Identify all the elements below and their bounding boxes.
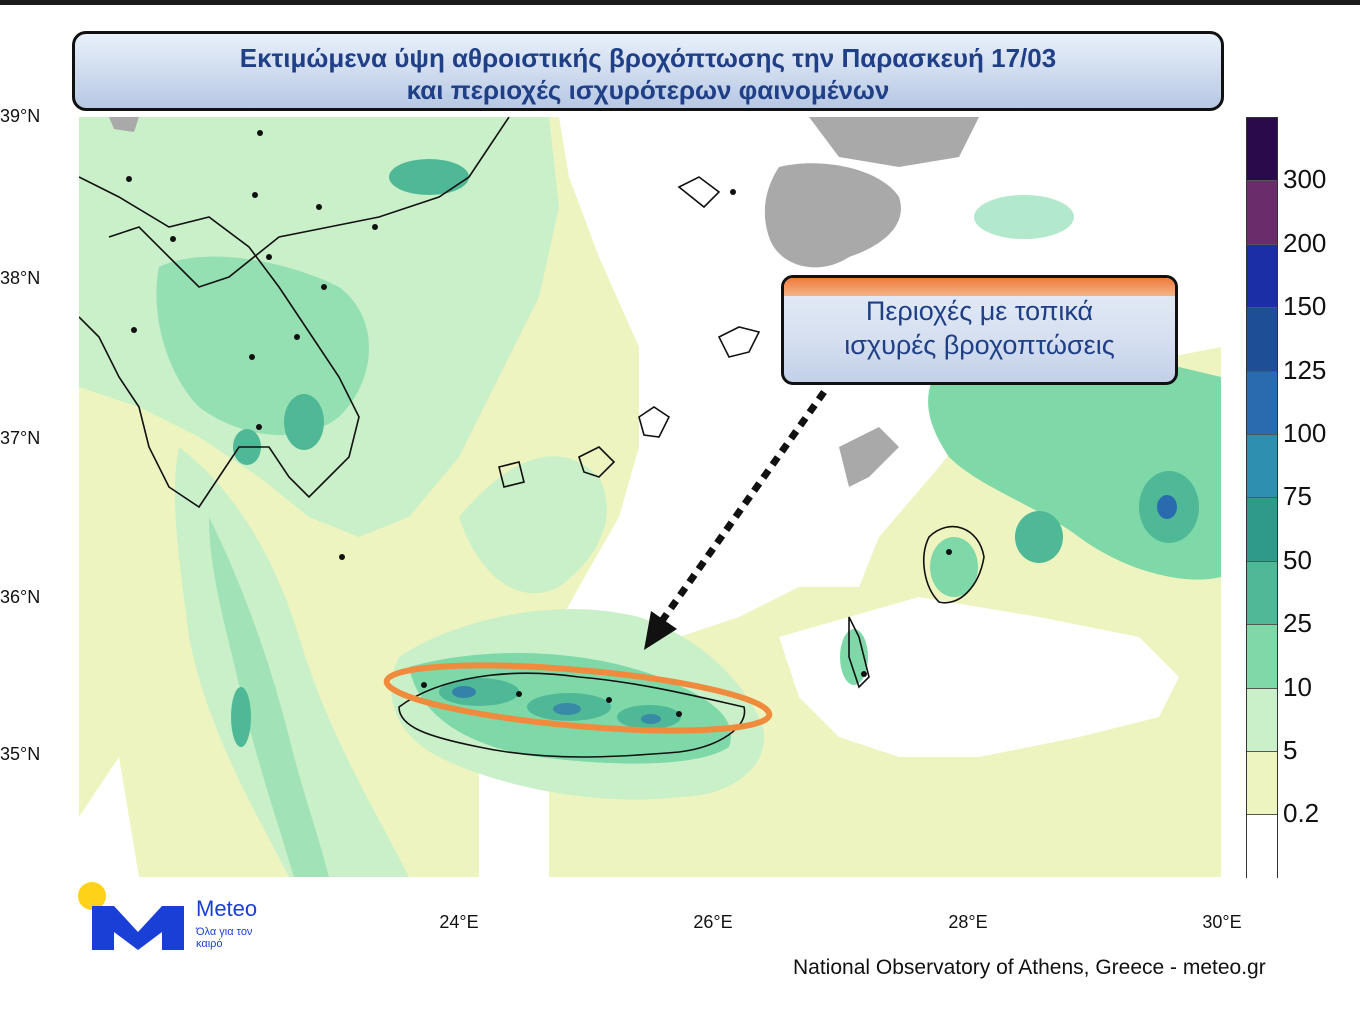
map-title-line1: Εκτιμώμενα ύψη αθροιστικής βροχόπτωσης τ… [239, 43, 1057, 73]
coastlines [79, 117, 985, 758]
legend-label: 50 [1283, 544, 1312, 575]
rain-area-peloponnese-core [156, 256, 369, 436]
coastline-crete [398, 672, 746, 758]
lat-label-36: 36°N [0, 587, 41, 607]
rain-area-cyclades [459, 456, 607, 594]
legend-label: 100 [1283, 418, 1327, 448]
grey-land-north [809, 117, 979, 167]
callout-arrow-head [644, 611, 677, 650]
top-border [0, 0, 1360, 5]
legend-swatch [1247, 688, 1277, 752]
rain-cell-rhodes-north [1015, 511, 1063, 563]
lat-label-37: 37°N [0, 428, 41, 448]
legend-label: 150 [1283, 291, 1327, 322]
map-title-line2: και περιοχές ισχυρότερων φαινομένων [406, 75, 890, 105]
rain-band-ionian [174, 447, 409, 877]
lat-label-38: 38°N [0, 268, 41, 288]
coastline-ios [578, 446, 616, 478]
dry-area-southeast [779, 597, 1179, 757]
coastline-chios [677, 176, 721, 209]
rain-core-crete-3 [641, 714, 661, 724]
callout-line1: Περιοχές με τοπικά [865, 296, 1094, 326]
logo-brand: Meteo [196, 896, 258, 921]
rain-cell-peloponnese [284, 394, 324, 450]
lat-label-39: 39°N [0, 106, 41, 126]
legend-swatch [1247, 751, 1277, 816]
lon-label-28: 28°E [948, 912, 988, 932]
callout-stripe [784, 278, 1175, 296]
rainfall-map [79, 117, 1221, 877]
coastline-rhodes [923, 525, 985, 604]
coastline-paros [638, 406, 671, 438]
lon-label-24: 24°E [439, 912, 479, 932]
legend-label: 5 [1283, 735, 1298, 765]
legend-label: 25 [1283, 608, 1312, 639]
legend-swatch [1247, 371, 1277, 435]
source-credit: National Observatory of Athens, Greece -… [793, 956, 1266, 979]
rain-core-crete-2 [553, 703, 581, 715]
rain-cell-crete-west [439, 678, 519, 706]
rain-area-aegean-ne [974, 195, 1074, 239]
legend-swatch [1247, 815, 1277, 879]
legend-swatch [1247, 625, 1277, 689]
color-legend [1246, 117, 1278, 879]
highlight-ellipse-crete [383, 662, 773, 734]
coastline-peloponnese [79, 176, 360, 509]
legend-swatch [1247, 181, 1277, 245]
meteo-logo: Meteo Όλα για τον καιρό [78, 882, 278, 952]
coastline-ikaria [717, 326, 761, 358]
rain-core-crete-1 [452, 686, 476, 698]
callout-box: Περιοχές με τοπικά ισχυρές βροχοπτώσεις [781, 275, 1178, 385]
lon-label-26: 26°E [693, 912, 733, 932]
meteo-m-icon [92, 906, 184, 950]
legend-swatch [1247, 118, 1277, 182]
grey-land-nw [109, 117, 139, 132]
coastline-milos [498, 461, 525, 488]
rain-band-ionian-core [209, 517, 329, 877]
legend-swatch [1247, 561, 1277, 626]
legend-label: 75 [1283, 481, 1312, 512]
legend-label: 0.2 [1283, 798, 1320, 829]
callout-line2: ισχυρές βροχοπτώσεις [844, 330, 1115, 360]
legend-label: 125 [1283, 354, 1327, 385]
rain-cell-attica [389, 159, 469, 195]
city-dots [126, 130, 952, 717]
legend-swatch [1247, 434, 1277, 499]
coastline-gulf [108, 117, 510, 288]
lon-label-30: 30°E [1202, 912, 1242, 932]
map-canvas [79, 117, 1221, 877]
grey-land-lesvos-area [764, 163, 901, 268]
legend-swatch [1247, 498, 1277, 562]
map-title-box: Εκτιμώμενα ύψη αθροιστικής βροχόπτωσης τ… [72, 31, 1224, 111]
logo-tagline: Όλα για τον καιρό [196, 926, 253, 950]
lat-label-35: 35°N [0, 744, 41, 764]
rain-core-anatolia [1157, 495, 1177, 519]
coastline-karpathos [848, 616, 870, 689]
grey-land-bodrum [839, 427, 899, 487]
dry-area-southwest [79, 757, 139, 877]
sun-icon [78, 882, 106, 910]
legend-label: 300 [1283, 164, 1327, 195]
legend-swatch [1247, 244, 1277, 309]
legend-swatch [1247, 308, 1277, 372]
legend-label: 200 [1283, 227, 1327, 258]
rain-area-rhodes [930, 537, 978, 597]
rain-cell-ionian [231, 687, 251, 747]
legend-label: 10 [1283, 671, 1312, 702]
